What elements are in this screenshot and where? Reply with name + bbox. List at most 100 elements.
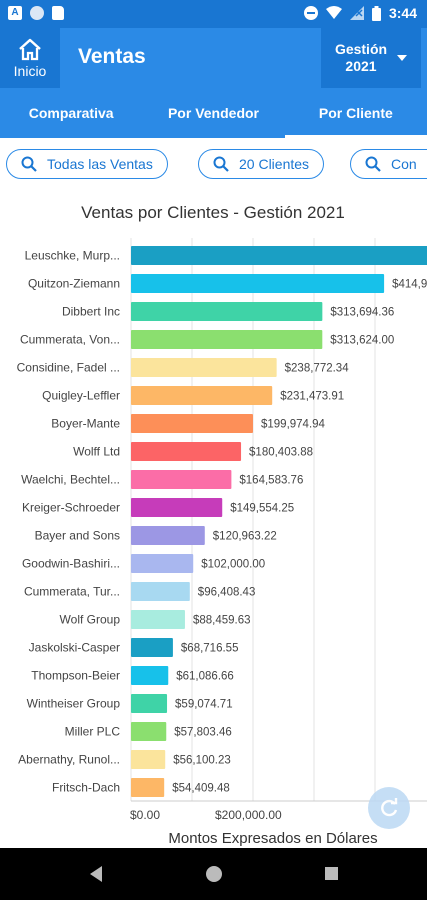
category-label: Abernathy, Runol... (18, 753, 120, 767)
tab-por-vendedor[interactable]: Por Vendedor (142, 88, 284, 138)
category-label: Quigley-Leffler (42, 389, 120, 403)
category-label: Cummerata, Tur... (24, 585, 120, 599)
bar (131, 386, 273, 405)
refresh-icon (381, 798, 398, 817)
gestion-selector[interactable]: Gestión 2021 (321, 28, 421, 88)
value-label: $102,000.00 (201, 559, 265, 571)
category-label: Waelchi, Bechtel... (21, 473, 120, 487)
chip-todas-las-ventas[interactable]: Todas las Ventas (6, 149, 168, 179)
bar (131, 694, 168, 713)
chip-con[interactable]: Con (350, 149, 427, 179)
value-label: $54,409.48 (172, 783, 230, 795)
chip-20-clientes[interactable]: 20 Clientes (198, 149, 325, 179)
x-tick-label: $0.00 (130, 808, 160, 822)
tab-label: Por Cliente (318, 105, 393, 121)
value-label: $180,403.88 (249, 447, 313, 459)
sales-by-client-chart: Ventas por Clientes - Gestión 2021 Leusch… (17, 203, 427, 847)
value-label: $57,803.46 (174, 727, 232, 739)
category-label: Goodwin-Bashiri... (22, 557, 120, 571)
chip-label: Todas las Ventas (47, 156, 153, 172)
bar (131, 414, 253, 433)
recent-apps-icon[interactable] (325, 867, 338, 880)
value-label: $199,974.94 (261, 419, 326, 431)
app-bar: Inicio Ventas Gestión 2021 (0, 28, 427, 88)
status-time: 3:44 (388, 5, 417, 21)
chip-label: Con (391, 156, 417, 172)
sd-card-icon (52, 6, 64, 20)
value-label: $313,624.00 (330, 335, 394, 347)
bar (131, 498, 223, 517)
bar (131, 666, 169, 685)
category-label: Wolf Group (60, 613, 121, 627)
home-nav-icon[interactable] (206, 866, 222, 882)
signal-icon (349, 6, 364, 20)
bar (131, 470, 232, 489)
bar (131, 750, 166, 769)
search-icon (21, 156, 37, 172)
category-label: Miller PLC (65, 725, 121, 739)
page-title: Ventas (78, 45, 146, 68)
chip-label: 20 Clientes (239, 156, 310, 172)
bar (131, 582, 190, 601)
battery-icon (371, 5, 381, 21)
x-axis-label: Montos Expresados en Dólares (168, 830, 377, 847)
category-label: Considine, Fadel ... (17, 361, 120, 375)
value-label: $61,086.66 (176, 671, 234, 683)
chart-title: Ventas por Clientes - Gestión 2021 (81, 203, 345, 222)
category-label: Fritsch-Dach (52, 781, 120, 795)
bar (131, 638, 173, 657)
bar (131, 302, 323, 321)
bar (131, 274, 385, 293)
home-icon (19, 38, 41, 61)
tab-label: Comparativa (28, 105, 114, 121)
category-label: Leuschke, Murp... (25, 249, 120, 263)
bar (131, 778, 165, 797)
tab-comparativa[interactable]: Comparativa (0, 88, 142, 138)
x-tick-label: $200,000.00 (215, 808, 282, 822)
wifi-icon (325, 6, 342, 19)
chart-container: Ventas por Clientes - Gestión 2021 Leusch… (0, 188, 427, 848)
category-label: Kreiger-Schroeder (22, 501, 120, 515)
value-label: $164,583.76 (239, 475, 303, 487)
category-label: Boyer-Mante (51, 417, 120, 431)
value-label: $313,694.36 (330, 307, 394, 319)
value-label: $414,911.55 (392, 279, 427, 291)
bar (131, 554, 194, 573)
category-label: Wolff Ltd (73, 445, 120, 459)
bar (131, 610, 185, 629)
home-button[interactable]: Inicio (0, 28, 60, 88)
category-label: Thompson-Beier (31, 669, 120, 683)
value-label: $88,459.63 (193, 615, 251, 627)
do-not-disturb-icon (303, 6, 318, 20)
gestion-label: Gestión (334, 41, 388, 57)
value-label: $56,100.23 (173, 755, 231, 767)
bar (131, 246, 427, 265)
category-label: Cummerata, Von... (20, 333, 120, 347)
category-label: Wintheiser Group (27, 697, 121, 711)
value-label: $96,408.43 (198, 587, 256, 599)
back-icon[interactable] (90, 866, 102, 882)
category-label: Dibbert Inc (62, 305, 120, 319)
gestion-year: 2021 (345, 58, 377, 74)
status-bar: A 3:44 (0, 0, 427, 28)
notification-dot-icon (30, 6, 44, 20)
value-label: $120,963.22 (213, 531, 277, 543)
refresh-button[interactable] (368, 787, 410, 829)
bar (131, 358, 277, 377)
bar (131, 722, 167, 741)
search-icon (213, 156, 229, 172)
value-label: $238,772.34 (285, 363, 350, 375)
value-label: $68,716.55 (181, 643, 239, 655)
bar (131, 330, 323, 349)
system-nav-bar (0, 848, 427, 900)
home-label: Inicio (13, 63, 47, 79)
bar (131, 442, 242, 461)
chevron-down-icon (397, 55, 408, 61)
tab-bar: Comparativa Por Vendedor Por Cliente (0, 88, 427, 138)
value-label: $59,074.71 (175, 699, 233, 711)
bar (131, 526, 205, 545)
tab-label: Por Vendedor (167, 105, 259, 121)
category-label: Jaskolski-Casper (29, 641, 120, 655)
notification-a-icon: A (8, 6, 22, 20)
tab-por-cliente[interactable]: Por Cliente (284, 88, 427, 138)
